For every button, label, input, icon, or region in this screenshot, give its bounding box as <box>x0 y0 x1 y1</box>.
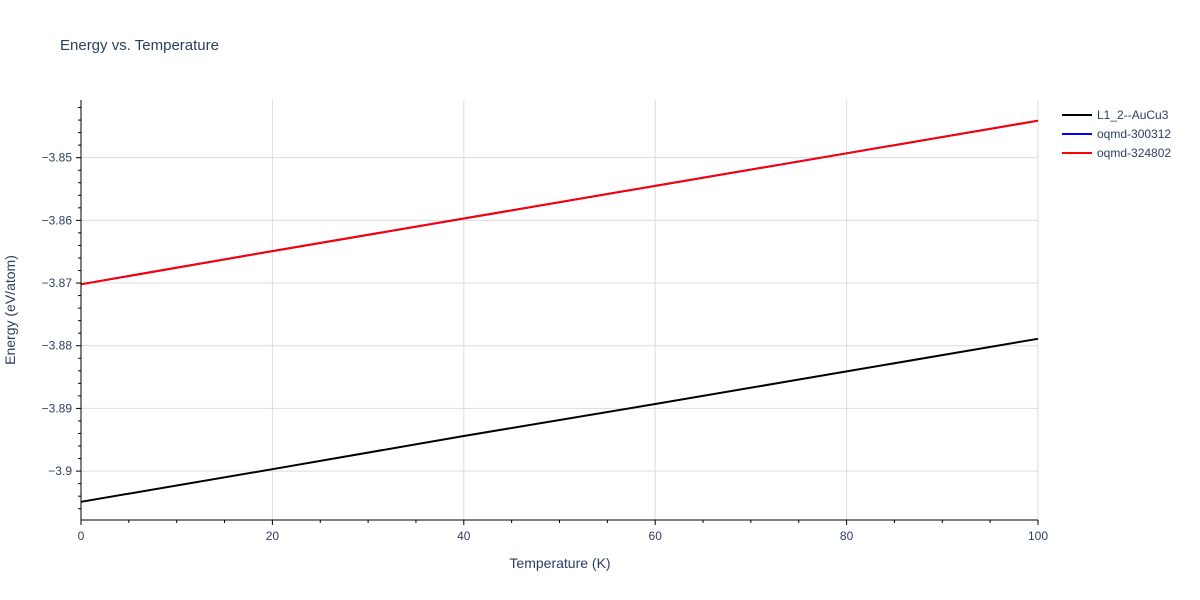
y-tick-label: −3.89 <box>42 401 73 415</box>
x-tick-label: 20 <box>266 529 280 543</box>
y-tick-label: −3.87 <box>42 276 73 290</box>
chart-title: Energy vs. Temperature <box>60 37 219 54</box>
series-layer <box>80 119 1039 503</box>
x-tick-label: 100 <box>1028 529 1048 543</box>
legend-label: oqmd-300312 <box>1097 127 1171 141</box>
y-tick-label: −3.86 <box>42 213 73 227</box>
axes-layer: 0 20 40 60 80 100 −3.9 −3.89 −3.88 −3.87 −3.86 −3.8… <box>42 100 1048 543</box>
series-line-L1_2--AuCu3 <box>80 337 1039 503</box>
legend-label: oqmd-324802 <box>1097 146 1171 160</box>
x-tick-label: 80 <box>840 529 854 543</box>
x-tick-label: 60 <box>649 529 663 543</box>
x-tick-label: 40 <box>457 529 471 543</box>
y-tick-label: −3.88 <box>42 339 73 353</box>
x-axis-title: Temperature (K) <box>509 555 610 571</box>
legend-item[interactable]: oqmd-324802 <box>1062 146 1171 160</box>
y-tick-label: −3.85 <box>42 151 73 165</box>
legend-label: L1_2--AuCu3 <box>1097 108 1169 122</box>
x-tick-label: 0 <box>78 529 85 543</box>
y-axis-title: Energy (eV/atom) <box>2 255 18 365</box>
legend[interactable]: L1_2--AuCu3 oqmd-300312 oqmd-324802 <box>1062 108 1171 160</box>
legend-item[interactable]: L1_2--AuCu3 <box>1062 108 1169 122</box>
grid-layer <box>81 100 1039 520</box>
y-tick-label: −3.9 <box>48 464 72 478</box>
legend-item[interactable]: oqmd-300312 <box>1062 127 1171 141</box>
series-line-oqmd-324802 <box>80 119 1039 286</box>
